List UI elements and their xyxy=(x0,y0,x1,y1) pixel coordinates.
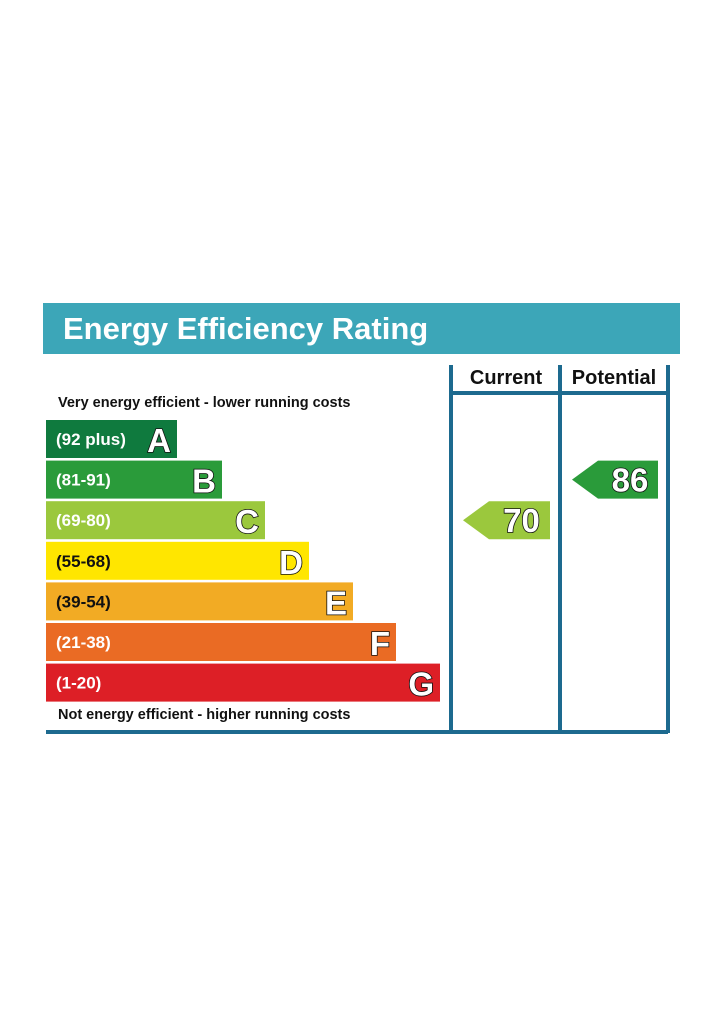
band-bar-d xyxy=(46,541,309,580)
band-range-b: (81-91) xyxy=(56,471,111,490)
current-value: 70 xyxy=(503,502,540,539)
band-bar-e xyxy=(46,582,353,621)
band-letter-c: C xyxy=(235,503,259,540)
rating-bands: (92 plus) A (81-91) B (69-80) C (55-68) D (39-54… xyxy=(46,420,440,703)
header-banner xyxy=(43,303,680,354)
band-range-a: (92 plus) xyxy=(56,430,126,449)
rating-frame xyxy=(46,365,670,734)
band-range-g: (1-20) xyxy=(56,674,101,693)
band-bar-a xyxy=(46,420,177,458)
band-letter-e: E xyxy=(325,584,347,621)
band-letter-b: B xyxy=(192,463,216,500)
band-bar-g xyxy=(46,663,440,702)
band-range-e: (39-54) xyxy=(56,592,111,611)
band-bar-b xyxy=(46,460,222,499)
band-letter-d: D xyxy=(279,544,303,581)
band-range-f: (21-38) xyxy=(56,633,111,652)
current-column-header: Current xyxy=(470,367,543,389)
rating-arrows: 70 86 xyxy=(463,460,658,540)
current-arrow xyxy=(463,501,550,540)
band-range-c: (69-80) xyxy=(56,511,111,530)
band-letter-a: A xyxy=(147,422,171,459)
band-bar-c xyxy=(46,501,265,540)
potential-column-header: Potential xyxy=(572,367,656,389)
top-note: Very energy efficient - lower running co… xyxy=(58,395,351,411)
band-range-d: (55-68) xyxy=(56,552,111,571)
potential-arrow xyxy=(572,460,658,499)
chart-title: Energy Efficiency Rating xyxy=(63,311,428,346)
band-letter-f: F xyxy=(370,625,390,662)
band-bar-f xyxy=(46,623,396,661)
band-letter-g: G xyxy=(408,666,434,703)
bottom-note: Not energy efficient - higher running co… xyxy=(58,707,350,723)
potential-value: 86 xyxy=(612,462,649,499)
